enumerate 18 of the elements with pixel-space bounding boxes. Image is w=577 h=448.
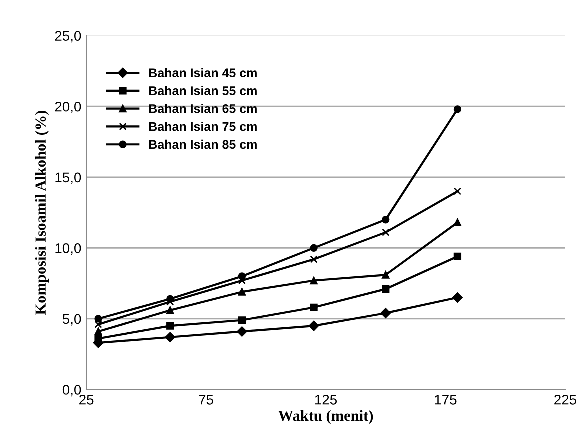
x-tick-label: 175 bbox=[435, 395, 457, 405]
y-tick-label: 15,0 bbox=[56, 172, 82, 184]
legend-label: Bahan Isian 85 cm bbox=[149, 140, 257, 150]
y-tick-label: 20,0 bbox=[55, 102, 82, 114]
y-tick-label: 10,0 bbox=[56, 244, 82, 255]
legend-label: Bahan Isian 65 cm bbox=[149, 104, 257, 114]
legend-label: Bahan Isian 75 cm bbox=[149, 122, 257, 132]
x-axis-title: Waktu (menit) bbox=[278, 410, 374, 424]
x-tick-label: 25 bbox=[80, 394, 94, 405]
legend-label: Bahan Isian 45 cm bbox=[149, 68, 257, 78]
x-tick-label: 75 bbox=[199, 395, 214, 405]
y-tick-label: 0,0 bbox=[62, 385, 82, 397]
legend-label: Bahan Isian 55 cm bbox=[149, 86, 257, 96]
x-tick-label: 225 bbox=[554, 394, 576, 405]
x-tick-label: 125 bbox=[315, 394, 338, 405]
y-tick-label: 5,0 bbox=[62, 314, 82, 326]
y-tick-label: 25,0 bbox=[55, 31, 82, 43]
y-axis-title: Komposisi Isoamil Alkohol (%) bbox=[35, 110, 50, 316]
